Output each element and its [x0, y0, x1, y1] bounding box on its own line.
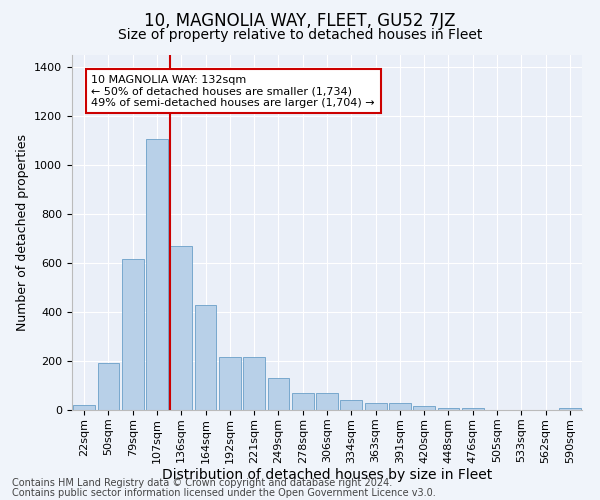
Bar [559, 408, 581, 410]
Bar [316, 393, 338, 410]
Bar [146, 140, 168, 410]
Bar [268, 378, 289, 410]
Bar [97, 364, 119, 410]
Text: 10, MAGNOLIA WAY, FLEET, GU52 7JZ: 10, MAGNOLIA WAY, FLEET, GU52 7JZ [144, 12, 456, 30]
Text: Contains HM Land Registry data © Crown copyright and database right 2024.: Contains HM Land Registry data © Crown c… [12, 478, 392, 488]
Text: Contains public sector information licensed under the Open Government Licence v3: Contains public sector information licen… [12, 488, 436, 498]
Bar [462, 408, 484, 410]
Text: Size of property relative to detached houses in Fleet: Size of property relative to detached ho… [118, 28, 482, 42]
Text: 10 MAGNOLIA WAY: 132sqm
← 50% of detached houses are smaller (1,734)
49% of semi: 10 MAGNOLIA WAY: 132sqm ← 50% of detache… [91, 74, 375, 108]
Bar [243, 358, 265, 410]
Bar [437, 408, 460, 410]
X-axis label: Distribution of detached houses by size in Fleet: Distribution of detached houses by size … [162, 468, 492, 482]
Y-axis label: Number of detached properties: Number of detached properties [16, 134, 29, 331]
Bar [413, 406, 435, 410]
Bar [73, 405, 95, 410]
Bar [340, 400, 362, 410]
Bar [170, 246, 192, 410]
Bar [194, 304, 217, 410]
Bar [389, 402, 411, 410]
Bar [122, 260, 143, 410]
Bar [292, 393, 314, 410]
Bar [365, 402, 386, 410]
Bar [219, 358, 241, 410]
